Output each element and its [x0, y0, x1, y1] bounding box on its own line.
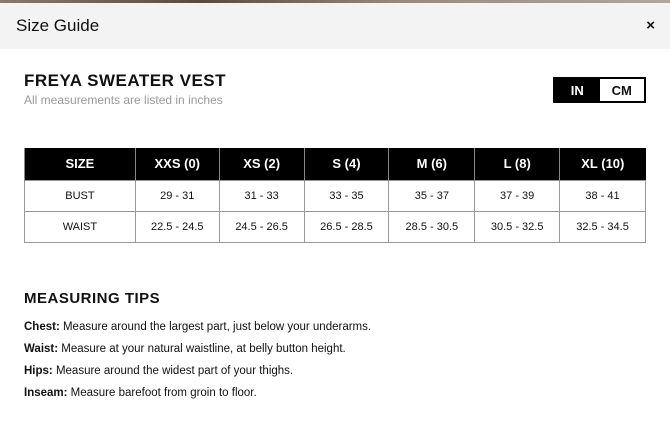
table-cell: 33 - 35 [303, 179, 390, 212]
table-cell: 30.5 - 32.5 [474, 210, 561, 243]
tip-text: Measure around the widest part of your t… [52, 365, 294, 377]
background-image-strip [0, 0, 670, 3]
table-header-row: SIZE XXS (0) XS (2) S (4) M (6) L (8) XL… [24, 148, 646, 180]
column-header: XL (10) [559, 148, 646, 180]
tip-inseam: Inseam: Measure barefoot from groin to f… [24, 387, 257, 399]
product-subtitle: All measurements are listed in inches [24, 93, 223, 107]
table-cell: 32.5 - 34.5 [559, 210, 646, 243]
tip-label: Inseam: [24, 387, 68, 399]
table-cell: 38 - 41 [559, 179, 646, 212]
tip-text: Measure at your natural waistline, at be… [58, 343, 346, 355]
tip-chest: Chest: Measure around the largest part, … [24, 321, 371, 333]
row-label: BUST [24, 179, 136, 212]
table-cell: 26.5 - 28.5 [303, 210, 390, 243]
tips-title: MEASURING TIPS [24, 290, 161, 307]
tip-label: Chest: [24, 321, 60, 333]
tip-label: Hips: [24, 365, 53, 377]
table-cell: 22.5 - 24.5 [134, 210, 220, 243]
row-label: WAIST [24, 210, 136, 243]
tip-waist: Waist: Measure at your natural waistline… [24, 343, 346, 355]
product-title: FREYA SWEATER VEST [24, 71, 227, 90]
unit-cm-button[interactable]: CM [611, 82, 632, 98]
unit-toggle: IN CM [553, 77, 646, 103]
tip-text: Measure around the largest part, just be… [59, 321, 372, 333]
table-cell: 29 - 31 [134, 179, 220, 212]
column-header: M (6) [388, 148, 475, 180]
column-header: S (4) [303, 148, 389, 180]
unit-in-button[interactable]: IN [555, 79, 600, 101]
modal-title: Size Guide [16, 16, 100, 35]
tip-label: Waist: [24, 343, 59, 355]
table-cell: 31 - 33 [218, 179, 305, 212]
tip-hips: Hips: Measure around the widest part of … [24, 365, 293, 377]
modal-header: Size Guide × [0, 3, 670, 49]
table-cell: 28.5 - 30.5 [388, 210, 476, 243]
column-header: XS (2) [218, 148, 305, 180]
table-row: WAIST 22.5 - 24.5 24.5 - 26.5 26.5 - 28.… [24, 210, 646, 243]
table-cell: 24.5 - 26.5 [218, 210, 305, 243]
column-header: L (8) [474, 148, 560, 180]
table-cell: 35 - 37 [388, 179, 476, 212]
table-cell: 37 - 39 [474, 179, 561, 212]
table-row: BUST 29 - 31 31 - 33 33 - 35 35 - 37 37 … [24, 179, 646, 212]
column-header: SIZE [24, 148, 136, 180]
column-header: XXS (0) [134, 148, 220, 180]
tip-text: Measure barefoot from groin to floor. [67, 387, 257, 399]
size-table: SIZE XXS (0) XS (2) S (4) M (6) L (8) XL… [24, 148, 646, 243]
close-icon[interactable]: × [646, 17, 655, 34]
